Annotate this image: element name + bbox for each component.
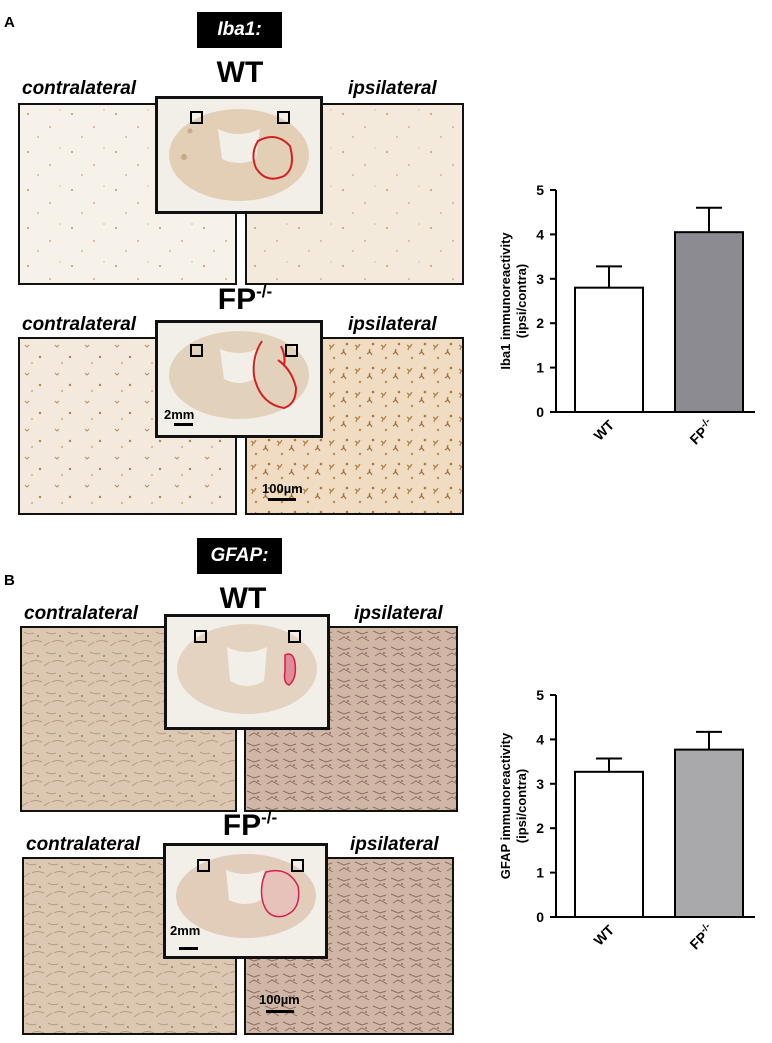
gfap-category-label: FP-/- [686,921,717,952]
iba1-y-tick-label: 2 [536,315,544,331]
gfap-y-tick-label: 4 [536,731,544,747]
panel-b-wt-ipsilateral-label: ipsilateral [354,603,443,624]
panel-b-fp-ipsilateral-label: ipsilateral [350,834,439,855]
panel-b-wt-genotype: WT [219,582,267,615]
gfap-y-axis-label: GFAP immunoreactivity [498,732,513,879]
panel-b-wt-contralateral-label: contralateral [24,603,139,624]
panel-a-inset-scale-label: 2mm [164,407,195,422]
panel-b-micro-scale-label: 100µm [259,992,300,1007]
panel-a-wt-ipsilateral-label: ipsilateral [348,78,437,99]
panel-a-letter: A [4,14,15,31]
iba1-bar-chart: 0 1 2 3 4 5 Iba1 immunoreactivity (ipsi/contra)… [498,182,755,447]
gfap-y-tick-label: 1 [536,865,544,881]
panel-a-fp-contralateral-label: contralateral [22,314,137,335]
panel-b-fp-brain-inset [163,843,328,959]
iba1-y-axis-label: Iba1 immunoreactivity [498,232,513,370]
gfap-y-tick-label: 3 [536,776,544,792]
gfap-stain-tag: GFAP: [197,538,282,574]
panel-b-wt-brain-inset [164,614,330,730]
panel-b-inset-scale-label: 2mm [170,923,201,938]
iba1-y-tick-label: 5 [536,182,544,198]
panel-b-fp-contralateral-label: contralateral [26,834,141,855]
iba1-category-label: FP-/- [686,416,717,447]
gfap-category-label: WT [590,921,617,948]
gfap-y-tick-label: 2 [536,820,544,836]
panel-b-fp-genotype: FP-/- [222,808,278,842]
panel-a-wt-brain-inset [155,96,323,214]
panel-a-wt-genotype: WT [216,56,264,89]
panel-a-micro-scale-label: 100µm [262,481,303,496]
iba1-y-tick-label: 0 [536,404,544,420]
panel-b-micro-scale-bar [266,1010,294,1013]
gfap-bar-wt [574,770,644,918]
panel-a-fp-brain-inset [155,320,323,438]
gfap-bar-chart: 0 1 2 3 4 5 GFAP immunoreactivity (ipsi/contra)… [498,687,755,952]
iba1-y-tick-label: 1 [536,360,544,376]
gfap-y-tick-label: 0 [536,909,544,925]
panel-b-letter: B [4,572,15,589]
panel-a-fp-genotype: FP-/- [217,282,273,316]
gfap-y-axis-sublabel: (ipsi/contra) [514,769,529,843]
panel-a-wt-contralateral-label: contralateral [22,78,137,99]
iba1-y-tick-label: 4 [536,226,544,242]
gfap-y-tick-label: 5 [536,687,544,703]
panel-a-fp-ipsilateral-label: ipsilateral [348,314,437,335]
iba1-bar-fp [674,231,744,414]
iba1-bar-wt [574,286,644,413]
gfap-bar-fp [674,748,744,918]
iba1-stain-tag: Iba1: [197,12,282,48]
iba1-y-axis-sublabel: (ipsi/contra) [514,264,529,338]
panel-a-micro-scale-bar [268,498,296,501]
iba1-category-label: WT [590,416,617,443]
iba1-y-tick-label: 3 [536,271,544,287]
